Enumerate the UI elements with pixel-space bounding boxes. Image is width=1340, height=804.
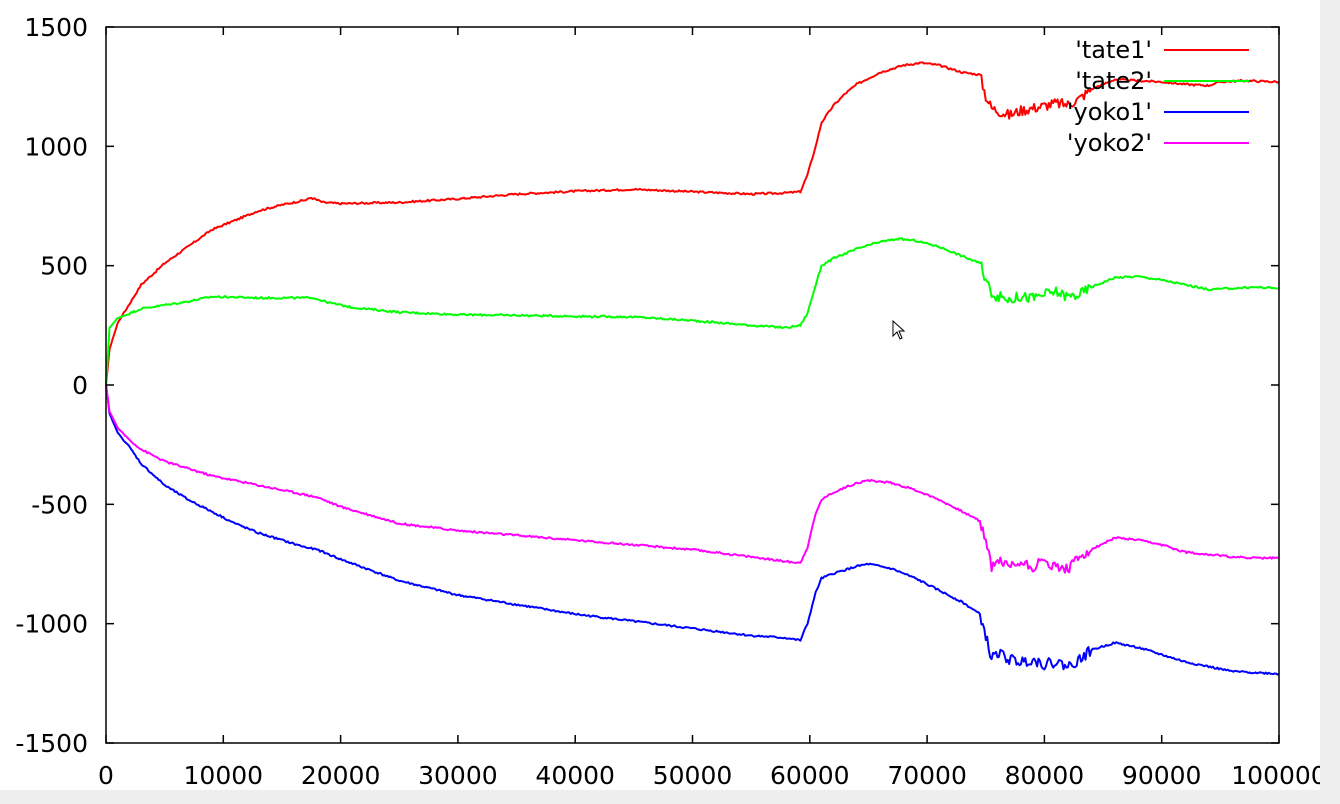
- x-tick-label: 60000: [770, 761, 850, 790]
- scrollbar-track[interactable]: [1320, 0, 1340, 804]
- series-line-0: [105, 61, 1280, 385]
- x-tick-label: 10000: [184, 761, 264, 790]
- legend: 'tate1' 'tate2' 'yoko1' 'yoko2': [1067, 36, 1249, 157]
- x-tick-label: 20000: [301, 761, 381, 790]
- x-tick-label: 50000: [653, 761, 733, 790]
- window-bottom-edge: [0, 790, 1340, 804]
- y-tick-label: -500: [31, 490, 88, 519]
- y-tick-label: -1500: [15, 729, 88, 758]
- legend-label: 'tate1': [1075, 36, 1152, 64]
- legend-label: 'tate2': [1075, 67, 1152, 95]
- series-line-1: [105, 237, 1280, 385]
- y-tick-label: -1000: [15, 610, 88, 639]
- y-tick-label: 1500: [24, 13, 88, 42]
- ticks-layer: 0 10000 20000 30000 40000 50000 60000 70000 8000…: [15, 13, 1326, 790]
- x-tick-label: 70000: [887, 761, 967, 790]
- y-tick-label: 500: [40, 252, 88, 281]
- x-tick-label: 80000: [1005, 761, 1085, 790]
- series-layer: [105, 61, 1280, 676]
- series-line-3: [105, 384, 1280, 574]
- mouse-cursor-icon: [892, 319, 906, 340]
- series-line-2: [105, 384, 1280, 676]
- y-tick-label: 0: [72, 371, 88, 400]
- legend-label: 'yoko2': [1067, 129, 1152, 157]
- x-tick-label: 40000: [535, 761, 615, 790]
- legend-label: 'yoko1': [1067, 98, 1152, 126]
- x-tick-label: 30000: [418, 761, 498, 790]
- x-tick-label: 100000: [1231, 761, 1326, 790]
- x-tick-label: 0: [98, 761, 114, 790]
- x-tick-label: 90000: [1122, 761, 1202, 790]
- y-tick-label: 1000: [24, 132, 88, 161]
